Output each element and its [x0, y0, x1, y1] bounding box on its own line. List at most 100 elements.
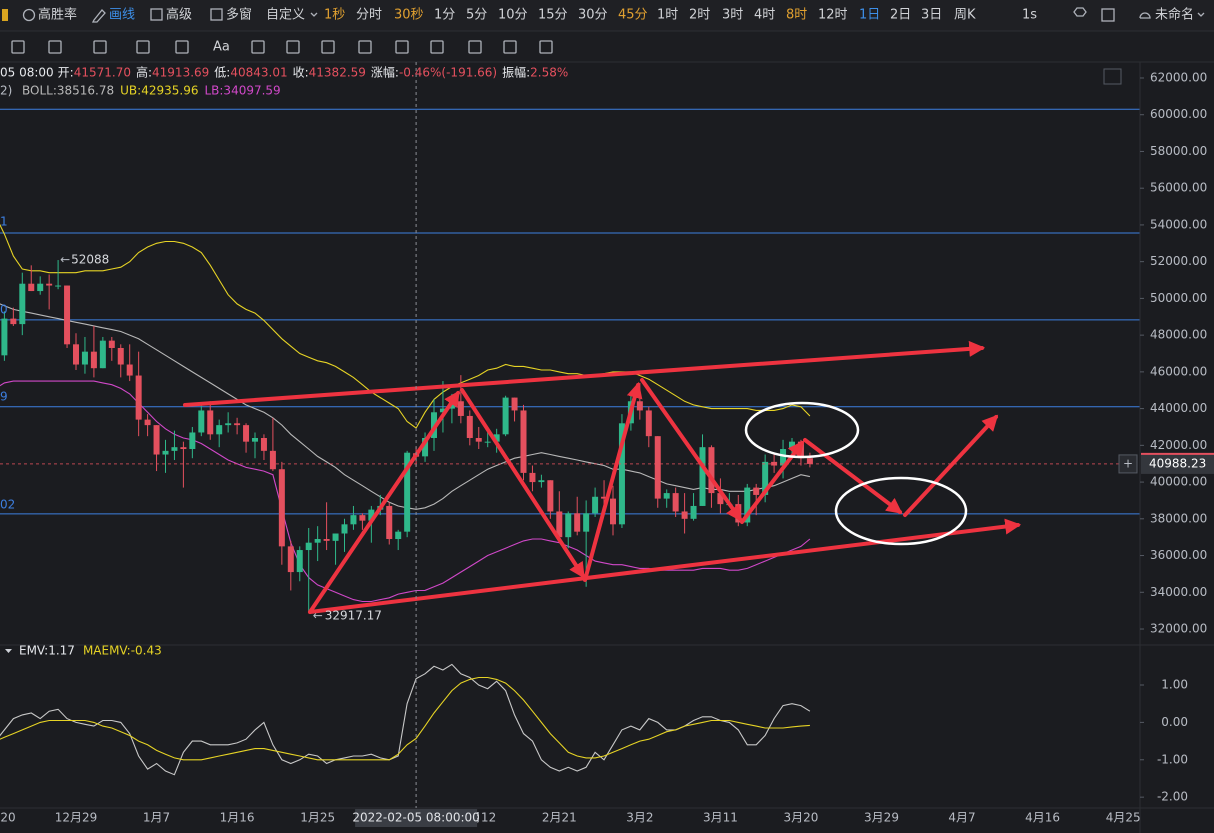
toolbar-item[interactable]: 12时: [818, 8, 848, 23]
candle-body: [73, 344, 79, 365]
tool-icon[interactable]: [395, 40, 409, 54]
icon[interactable]: [22, 8, 36, 22]
y-tick-label: 60000.00: [1150, 107, 1207, 121]
candle-body: [216, 425, 223, 435]
candle-body: [636, 401, 643, 411]
icon[interactable]: [1101, 8, 1115, 22]
tool-icon[interactable]: [539, 40, 553, 54]
icon[interactable]: [1139, 12, 1151, 19]
toolbar-item[interactable]: 1时: [657, 8, 678, 23]
tool-icon[interactable]: [321, 40, 335, 54]
icon[interactable]: [91, 9, 106, 23]
candle-body: [708, 447, 715, 494]
dropdown[interactable]: [1197, 12, 1205, 17]
tool-icon[interactable]: [251, 40, 265, 54]
toolbar-item[interactable]: 10分: [498, 8, 528, 23]
toolbar-item[interactable]: 3时: [722, 8, 743, 23]
candle-body: [565, 513, 572, 538]
legend-entry: BOLL:38516.78: [22, 84, 114, 98]
tool-icon[interactable]: [358, 40, 372, 54]
toolbar-item[interactable]: 1分: [434, 8, 455, 23]
info-value: 41571.70: [74, 66, 131, 80]
candle-body: [278, 469, 285, 547]
toolbar-item[interactable]: 15分: [538, 8, 568, 23]
tool-icon[interactable]: [286, 40, 300, 54]
x-tick-label: 3月11: [703, 811, 738, 825]
x-tick-label: 3月20: [783, 811, 818, 825]
boll-line: [0, 380, 811, 603]
toolbar-item[interactable]: 30分: [578, 8, 608, 23]
info-value: 41382.59: [309, 66, 366, 80]
candle-body: [341, 524, 348, 534]
candle-body: [180, 447, 187, 450]
candle-body: [583, 513, 590, 532]
current-price: 40988.23: [1149, 456, 1206, 470]
toolbar-item[interactable]: 1日: [859, 8, 880, 23]
candle-body: [108, 340, 115, 348]
candle-body: [296, 550, 303, 573]
tool-icon[interactable]: [503, 40, 517, 54]
toolbar-item[interactable]: 4时: [754, 8, 775, 23]
icon[interactable]: [210, 8, 223, 21]
icon[interactable]: [1073, 7, 1087, 17]
candle-body: [117, 347, 124, 365]
candle-body: [64, 285, 71, 345]
candle-body: [422, 437, 429, 457]
y-tick-label: 44000.00: [1150, 401, 1207, 415]
icon[interactable]: [150, 8, 163, 21]
toolbar-item[interactable]: 1s: [1022, 8, 1037, 23]
toolbar-item[interactable]: 2日: [890, 8, 911, 23]
toolbar-item[interactable]: 未命名: [1155, 7, 1194, 23]
info-label: 收:: [293, 66, 309, 80]
toolbar-item[interactable]: 多窗: [226, 7, 252, 23]
candle-body: [189, 432, 196, 450]
trend-line: [183, 340, 986, 407]
candle-body: [19, 283, 26, 325]
tool-icon[interactable]: [11, 40, 25, 54]
tool-icon[interactable]: [93, 40, 107, 54]
toolbar-item[interactable]: 30秒: [394, 8, 424, 23]
toolbar-item[interactable]: 45分: [618, 8, 648, 23]
boll-line: [0, 303, 811, 510]
candle-body: [287, 546, 294, 573]
toolbar-item[interactable]: 高级: [166, 7, 192, 23]
toolbar-item[interactable]: 2时: [689, 8, 710, 23]
add-button[interactable]: [1118, 454, 1138, 474]
y-tick-label: 50000.00: [1150, 291, 1207, 305]
expand-button[interactable]: [1103, 68, 1122, 85]
candle-body: [135, 375, 142, 420]
toolbar-item[interactable]: 5分: [466, 8, 487, 23]
y-tick-label: 46000.00: [1150, 364, 1207, 378]
x-tick-label: 4月25: [1106, 811, 1141, 825]
info-label: 高:: [136, 65, 152, 80]
tool-icon[interactable]: [175, 40, 189, 54]
candle-body: [690, 505, 697, 519]
toolbar-item[interactable]: 3日: [921, 8, 942, 23]
tool-icon[interactable]: [136, 40, 150, 54]
toolbar-row1: [0, 0, 1214, 31]
tool-icon-text[interactable]: Aa: [213, 40, 230, 55]
toolbar-item[interactable]: 1秒: [324, 8, 345, 23]
toolbar-item[interactable]: 画线: [109, 8, 135, 23]
toolbar-item[interactable]: 8时: [786, 8, 807, 23]
candle-body: [538, 480, 545, 483]
toolbar-item[interactable]: 分时: [356, 8, 382, 23]
dropdown[interactable]: [310, 12, 318, 17]
toolbar-item[interactable]: 高胜率: [38, 7, 77, 23]
y-tick-label: 42000.00: [1150, 438, 1207, 452]
high-label: 52088: [71, 253, 109, 267]
toolbar-item[interactable]: 周K: [954, 8, 976, 23]
toolbar-item[interactable]: 自定义: [266, 8, 305, 23]
tool-icon[interactable]: [468, 40, 482, 54]
tool-icon[interactable]: [430, 40, 444, 54]
candle-body: [395, 531, 402, 540]
candle-body: [305, 542, 312, 551]
info-time: 05 08:00: [0, 66, 54, 80]
candle-body: [493, 434, 500, 442]
tool-icon[interactable]: [48, 40, 62, 54]
candle-body: [207, 410, 214, 435]
candle-body: [457, 401, 464, 416]
y-tick-label: 54000.00: [1150, 217, 1207, 231]
candle-body: [386, 505, 393, 540]
y-tick-label: 40000.00: [1150, 475, 1207, 489]
